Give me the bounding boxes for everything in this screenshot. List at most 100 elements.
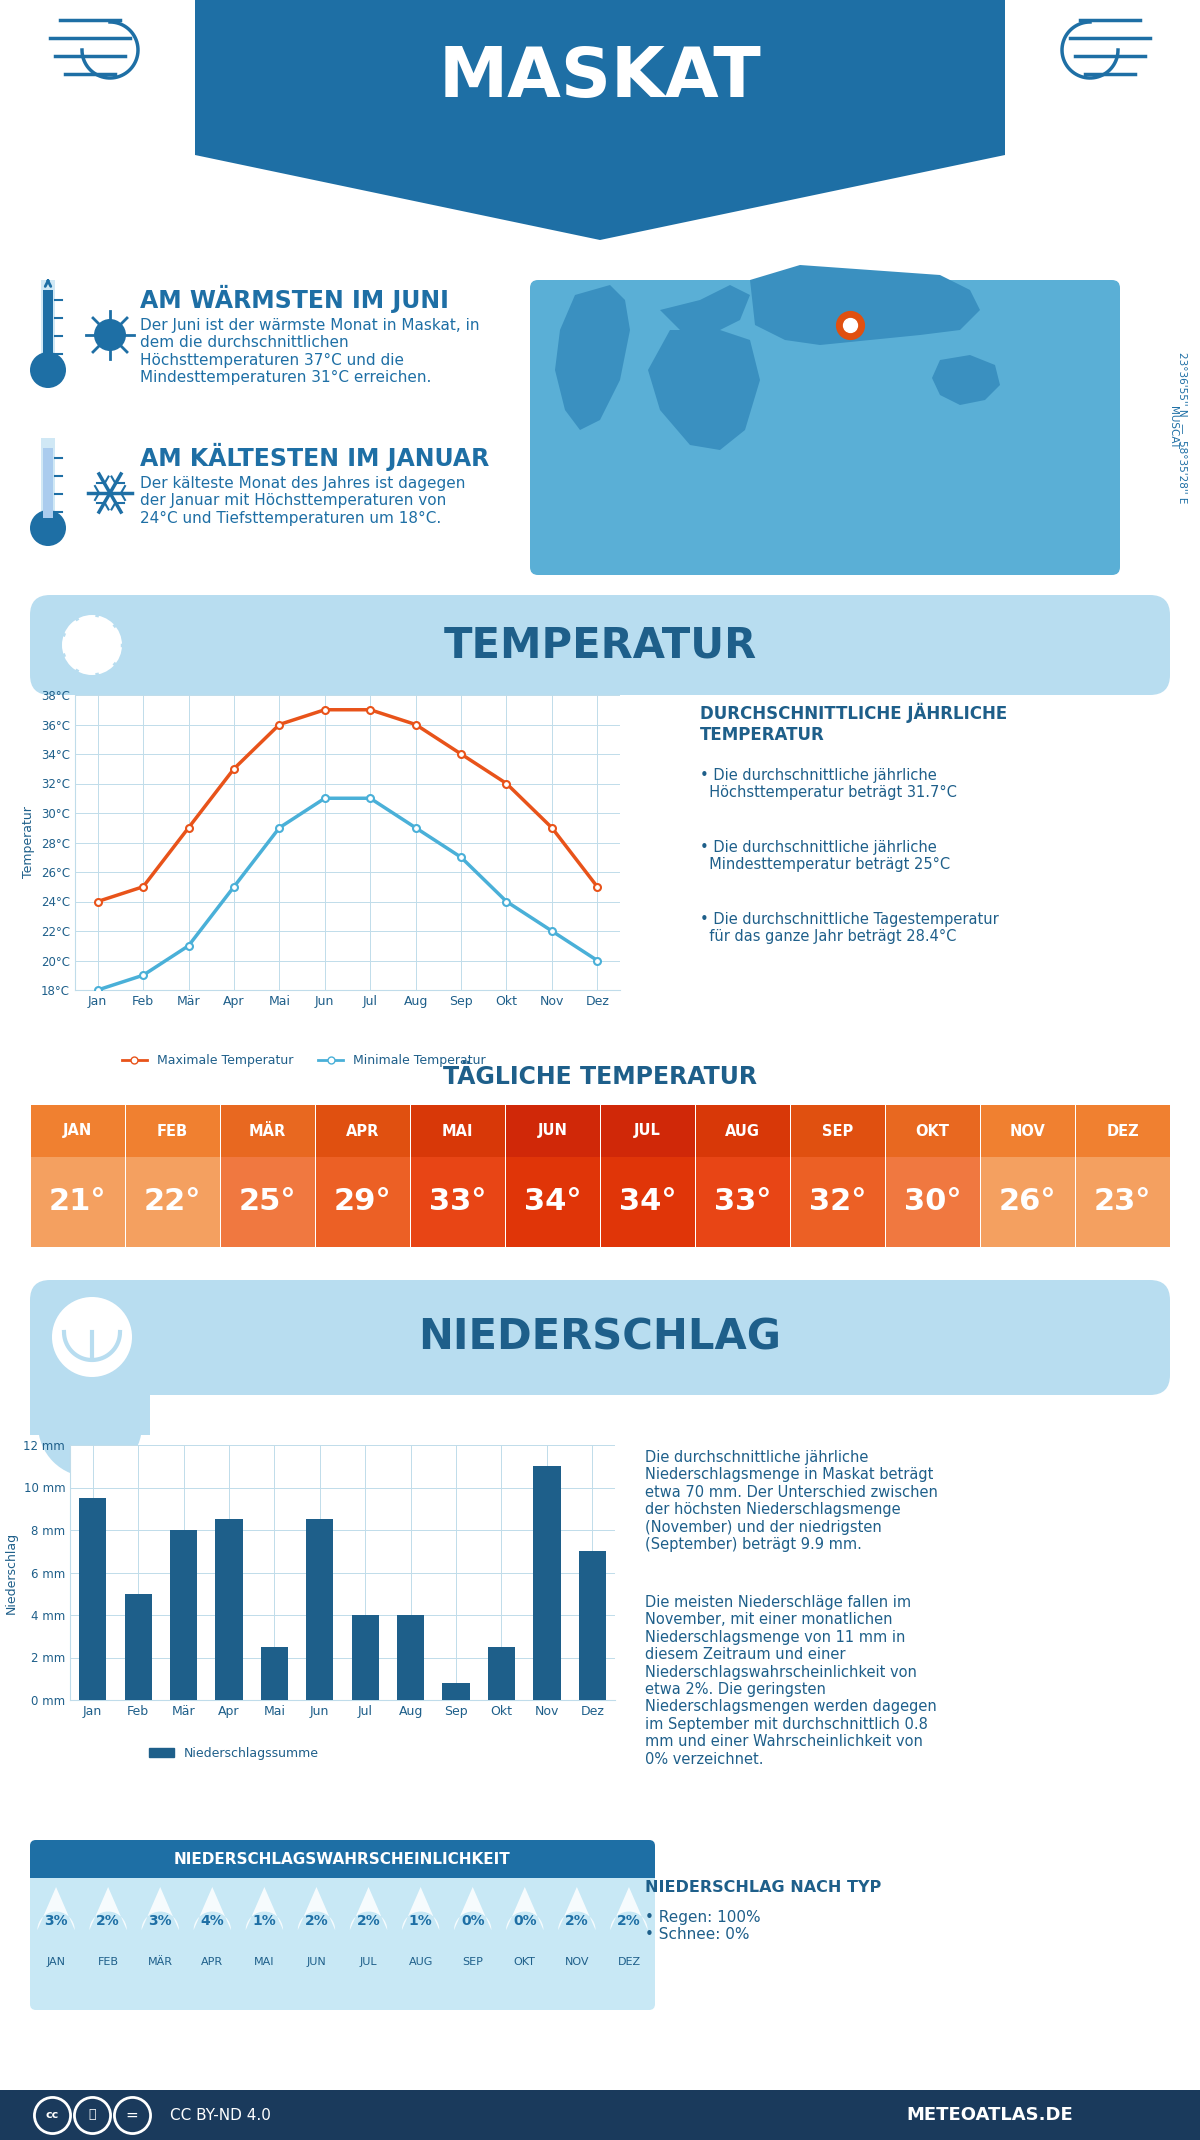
Text: Der Juni ist der wärmste Monat in Maskat, in
dem die durchschnittlichen
Höchstte: Der Juni ist der wärmste Monat in Maskat… <box>140 319 480 385</box>
Text: 3%: 3% <box>149 1913 172 1928</box>
Text: NOV: NOV <box>565 1956 589 1967</box>
Text: DEZ: DEZ <box>617 1956 641 1967</box>
Text: 2%: 2% <box>356 1913 380 1928</box>
Bar <box>41 439 55 518</box>
Circle shape <box>30 351 66 387</box>
Text: AUG: AUG <box>725 1124 760 1138</box>
Polygon shape <box>554 285 630 430</box>
Bar <box>1075 1104 1170 1158</box>
Bar <box>488 1648 515 1699</box>
Bar <box>306 1519 334 1699</box>
Bar <box>126 1104 220 1158</box>
Polygon shape <box>298 1887 335 1930</box>
Polygon shape <box>611 1887 648 1930</box>
Text: DURCHSCHNITTLICHE JÄHRLICHE
TEMPERATUR: DURCHSCHNITTLICHE JÄHRLICHE TEMPERATUR <box>700 704 1007 745</box>
Text: 4%: 4% <box>200 1913 224 1928</box>
Bar <box>352 1616 379 1699</box>
Polygon shape <box>246 1887 283 1930</box>
Text: JUL: JUL <box>360 1956 377 1967</box>
Bar <box>886 1104 979 1158</box>
Bar <box>410 1104 504 1158</box>
Bar <box>600 1158 695 1248</box>
Text: MAI: MAI <box>442 1124 473 1138</box>
Text: 1%: 1% <box>409 1913 432 1928</box>
Text: 30°: 30° <box>904 1188 961 1216</box>
Y-axis label: Niederschlag: Niederschlag <box>5 1532 18 1614</box>
Text: • Die durchschnittliche jährliche
  Mindesttemperatur beträgt 25°C: • Die durchschnittliche jährliche Mindes… <box>700 841 950 873</box>
Bar <box>30 1376 150 1436</box>
Bar <box>443 1682 469 1699</box>
Polygon shape <box>648 330 760 449</box>
Bar <box>43 291 53 360</box>
Bar <box>410 1158 504 1248</box>
Text: APR: APR <box>202 1956 223 1967</box>
Polygon shape <box>142 1887 179 1930</box>
Text: JAN: JAN <box>47 1956 66 1967</box>
Text: NIEDERSCHLAG NACH TYP: NIEDERSCHLAG NACH TYP <box>646 1881 881 1896</box>
Text: • Die durchschnittliche Tagestemperatur
  für das ganze Jahr beträgt 28.4°C: • Die durchschnittliche Tagestemperatur … <box>700 912 998 944</box>
Bar <box>79 1498 107 1699</box>
Text: SEP: SEP <box>462 1956 484 1967</box>
Bar <box>30 1158 125 1248</box>
Bar <box>980 1158 1074 1248</box>
Text: 33°: 33° <box>714 1188 772 1216</box>
Text: =: = <box>126 2108 138 2123</box>
Polygon shape <box>89 1887 127 1930</box>
Polygon shape <box>558 1887 595 1930</box>
Circle shape <box>52 1297 132 1376</box>
Text: 22°: 22° <box>144 1188 202 1216</box>
Bar <box>43 447 53 518</box>
Polygon shape <box>932 355 1000 404</box>
Text: 2%: 2% <box>565 1913 589 1928</box>
Bar <box>397 1616 425 1699</box>
Circle shape <box>30 509 66 546</box>
Text: 2%: 2% <box>96 1913 120 1928</box>
Text: AM KÄLTESTEN IM JANUAR: AM KÄLTESTEN IM JANUAR <box>140 443 490 471</box>
Bar <box>980 1104 1074 1158</box>
Text: 33°: 33° <box>428 1188 486 1216</box>
Legend: Niederschlagssumme: Niederschlagssumme <box>144 1742 324 1765</box>
Bar <box>41 280 55 360</box>
FancyBboxPatch shape <box>30 595 1170 696</box>
Bar <box>316 1158 409 1248</box>
Text: NIEDERSCHLAG: NIEDERSCHLAG <box>419 1316 781 1359</box>
Circle shape <box>38 1374 142 1477</box>
Text: 34°: 34° <box>523 1188 581 1216</box>
Legend: Maximale Temperatur, Minimale Temperatur: Maximale Temperatur, Minimale Temperatur <box>116 1049 491 1072</box>
Bar <box>260 1648 288 1699</box>
Text: 25°: 25° <box>239 1188 296 1216</box>
Bar <box>30 1860 655 1879</box>
Text: 3%: 3% <box>44 1913 68 1928</box>
Text: 32°: 32° <box>809 1188 866 1216</box>
Text: MUSCAT: MUSCAT <box>1168 407 1178 449</box>
Circle shape <box>94 319 126 351</box>
Text: 21°: 21° <box>49 1188 107 1216</box>
Text: 2%: 2% <box>305 1913 329 1928</box>
Text: 23°36'55'' N  —  58°35'28'' E: 23°36'55'' N — 58°35'28'' E <box>1177 353 1187 503</box>
Text: MÄR: MÄR <box>248 1124 286 1138</box>
Text: NIEDERSCHLAGSWAHRSCHEINLICHKEIT: NIEDERSCHLAGSWAHRSCHEINLICHKEIT <box>174 1851 510 1866</box>
Text: NOV: NOV <box>1009 1124 1045 1138</box>
Text: AM WÄRMSTEN IM JUNI: AM WÄRMSTEN IM JUNI <box>140 285 449 312</box>
Text: FEB: FEB <box>157 1124 188 1138</box>
Bar <box>505 1104 600 1158</box>
Bar <box>791 1158 884 1248</box>
Polygon shape <box>402 1887 439 1930</box>
Bar <box>533 1466 560 1699</box>
Polygon shape <box>194 154 1006 240</box>
Text: JUL: JUL <box>634 1124 661 1138</box>
Polygon shape <box>37 1887 74 1930</box>
Text: MASKAT: MASKAT <box>439 45 761 111</box>
Bar <box>316 1104 409 1158</box>
Text: OMAN: OMAN <box>572 246 628 263</box>
Text: AUG: AUG <box>408 1956 433 1967</box>
FancyBboxPatch shape <box>30 1840 655 1879</box>
Bar <box>126 1158 220 1248</box>
FancyBboxPatch shape <box>530 280 1120 576</box>
Text: Der kälteste Monat des Jahres ist dagegen
der Januar mit Höchsttemperaturen von
: Der kälteste Monat des Jahres ist dagege… <box>140 475 466 526</box>
Text: JUN: JUN <box>306 1956 326 1967</box>
Polygon shape <box>750 265 980 345</box>
Bar <box>578 1552 606 1699</box>
Bar <box>791 1104 884 1158</box>
Bar <box>505 1158 600 1248</box>
